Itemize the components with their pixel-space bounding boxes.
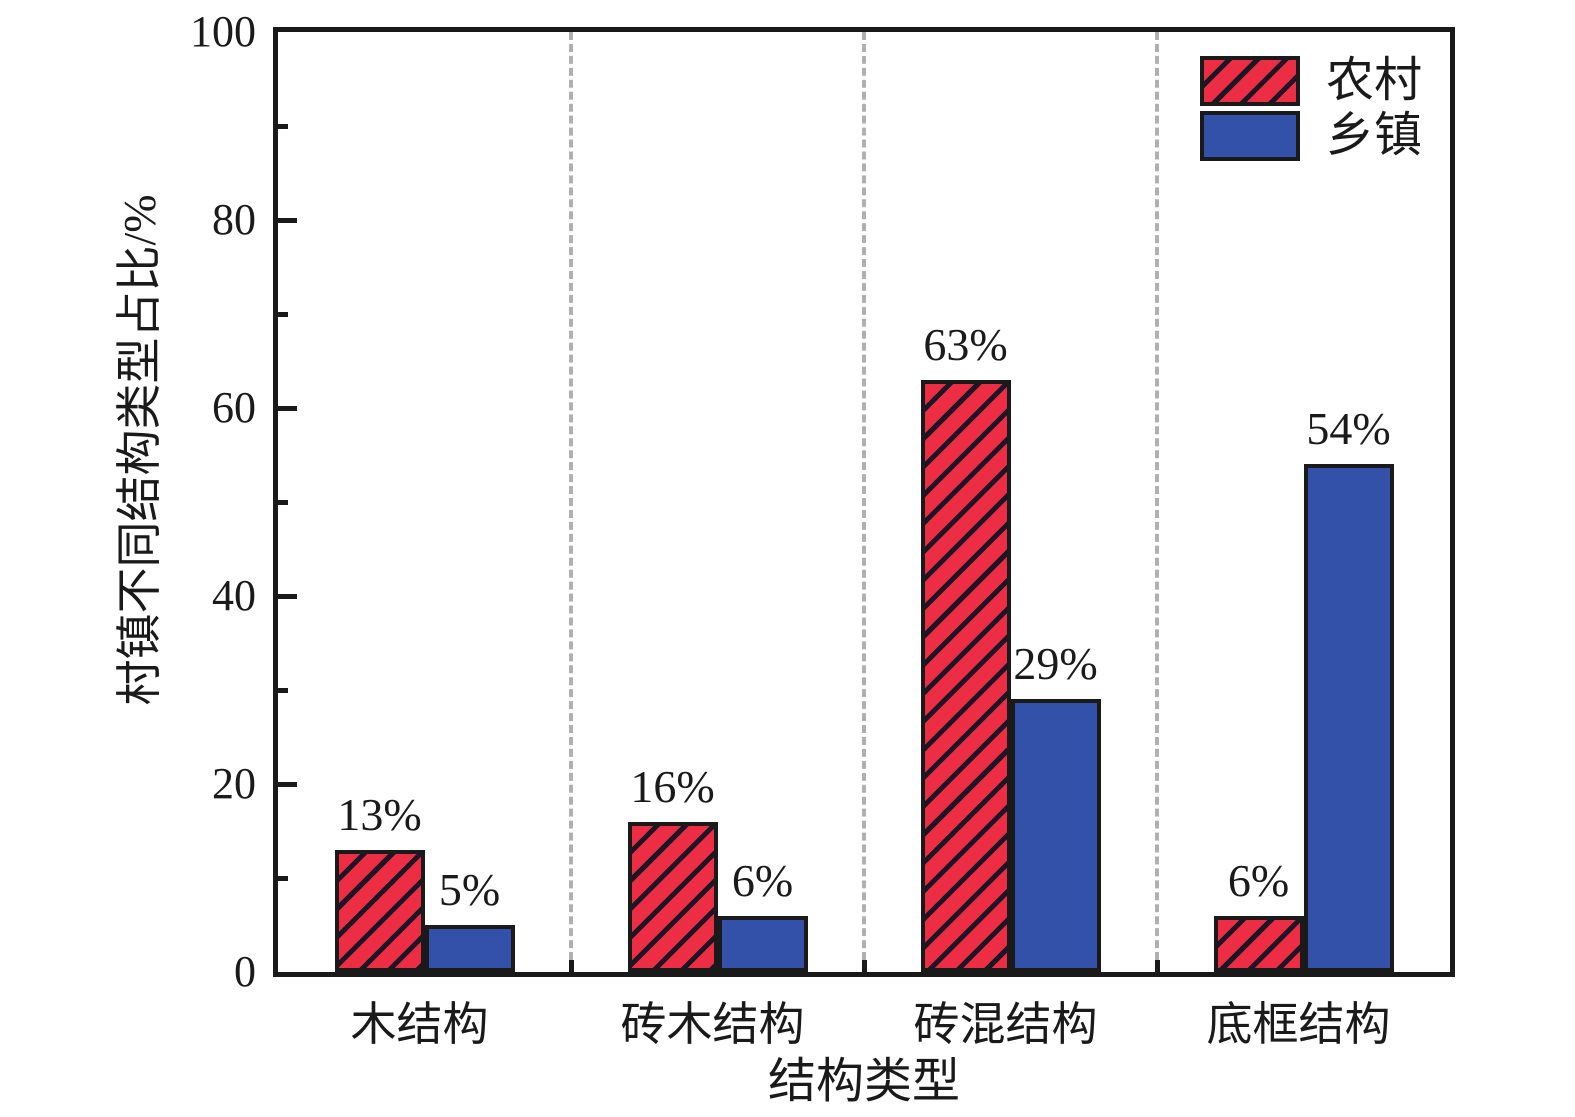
y-axis-tick-label: 0 [234, 947, 256, 996]
bar-农村-砖混结构 [920, 379, 1011, 972]
y-axis-major-tick [278, 781, 297, 787]
y-axis-minor-tick [278, 687, 288, 693]
legend-label-township: 乡镇 [1326, 109, 1423, 162]
y-axis-major-tick [278, 593, 297, 599]
bar-value-label: 63% [923, 318, 1008, 370]
bar-农村-砖木结构 [627, 821, 718, 972]
y-axis-major-tick [278, 217, 297, 223]
x-axis-tick [861, 960, 867, 972]
bar-农村-底框结构 [1213, 915, 1304, 972]
bar-value-label: 29% [1013, 638, 1098, 690]
x-axis-tick [1154, 960, 1160, 972]
y-axis-tick-label: 40 [212, 571, 256, 620]
category-boundary-gridline [862, 32, 866, 972]
legend-label-rural: 农村 [1326, 54, 1423, 107]
bar-value-label: 6% [1227, 854, 1290, 906]
y-axis-tick-label: 60 [212, 383, 256, 432]
y-axis-tick-labels: 0 20 40 60 80 100 [0, 0, 256, 1117]
y-axis-minor-tick [278, 311, 288, 317]
bar-value-label: 16% [630, 760, 715, 812]
plot-area: 农村 乡镇 13% 16% 63% 6% 5% 6% 29% 54% [273, 27, 1455, 977]
bar-农村-木结构 [334, 849, 425, 972]
y-axis-major-tick [278, 405, 297, 411]
category-label-砖混结构: 砖混结构 [913, 999, 1098, 1050]
x-axis-tick [568, 960, 574, 972]
bar-乡镇-砖木结构 [717, 915, 808, 972]
y-axis-minor-tick [278, 875, 288, 881]
category-label-砖木结构: 砖木结构 [620, 999, 805, 1050]
bar-value-label: 5% [438, 864, 501, 915]
y-axis-minor-tick [278, 123, 288, 129]
bar-value-label: 13% [337, 788, 422, 840]
bar-乡镇-木结构 [424, 925, 515, 972]
y-axis-tick-label: 80 [212, 195, 256, 244]
legend-swatch-township-solid-icon [1200, 111, 1300, 161]
legend-item-township: 乡镇 [1200, 110, 1422, 162]
y-axis-tick-label: 20 [212, 759, 256, 808]
bar-value-label: 6% [731, 854, 794, 906]
category-boundary-gridline [1155, 32, 1159, 972]
legend: 农村 乡镇 [1200, 55, 1422, 162]
bar-value-label: 54% [1306, 403, 1391, 455]
bar-乡镇-砖混结构 [1010, 699, 1101, 972]
category-boundary-gridline [569, 32, 573, 972]
legend-swatch-rural-hatched-icon [1200, 56, 1300, 106]
bar-乡镇-底框结构 [1303, 464, 1394, 972]
category-label-木结构: 木结构 [350, 999, 489, 1050]
y-axis-tick-label: 100 [190, 7, 256, 56]
x-axis-title: 结构类型 [767, 1055, 961, 1108]
category-label-底框结构: 底框结构 [1206, 999, 1391, 1050]
legend-item-rural: 农村 [1200, 55, 1422, 107]
y-axis-minor-tick [278, 499, 288, 505]
